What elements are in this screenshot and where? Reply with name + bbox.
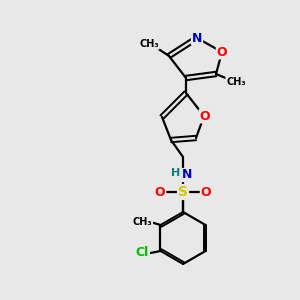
Text: H: H (171, 168, 181, 178)
Text: S: S (178, 185, 188, 199)
Text: CH₃: CH₃ (139, 39, 159, 49)
Text: CH₃: CH₃ (226, 77, 246, 87)
Text: O: O (201, 185, 211, 199)
Text: N: N (182, 169, 192, 182)
Text: O: O (155, 185, 165, 199)
Text: O: O (200, 110, 210, 122)
Text: N: N (192, 32, 202, 44)
Text: CH₃: CH₃ (133, 217, 152, 227)
Text: Cl: Cl (136, 247, 149, 260)
Text: O: O (217, 46, 227, 59)
